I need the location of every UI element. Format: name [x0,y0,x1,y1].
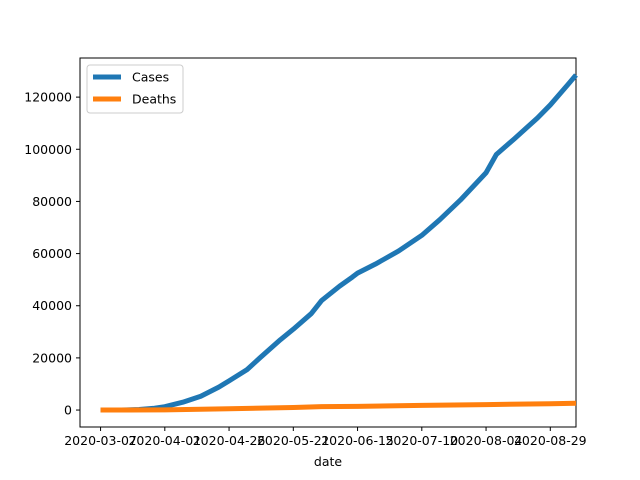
legend: Cases Deaths [86,64,184,114]
y-tick-label: 60000 [32,246,72,261]
x-tick-label: 2020-04-26 [193,433,266,448]
x-tick-label: 2020-07-10 [385,433,458,448]
x-tick-label: 2020-05-21 [257,433,330,448]
x-tick-label: 2020-03-07 [64,433,137,448]
x-tick-label: 2020-04-01 [128,433,201,448]
series-line-cases [100,73,578,413]
y-tick-label: 100000 [24,142,72,157]
x-tick-label: 2020-06-15 [321,433,394,448]
y-tick-label: 40000 [32,298,72,313]
y-tick-label: 20000 [32,350,72,365]
legend-label-deaths: Deaths [132,92,176,107]
y-tick-label: 120000 [24,90,72,105]
x-tick-label: 2020-08-04 [450,433,523,448]
axes-layer: 2020-03-072020-04-012020-04-262020-05-21… [24,90,586,448]
series-line-deaths [100,400,577,413]
plot-area [79,57,577,428]
y-tick-label: 0 [64,403,72,418]
legend-label-cases: Cases [132,70,169,85]
x-tick-label: 2020-08-29 [514,433,587,448]
y-tick-label: 80000 [32,194,72,209]
axes-frame [79,57,577,428]
series-layer [100,73,578,413]
x-axis-label: date [314,454,342,469]
